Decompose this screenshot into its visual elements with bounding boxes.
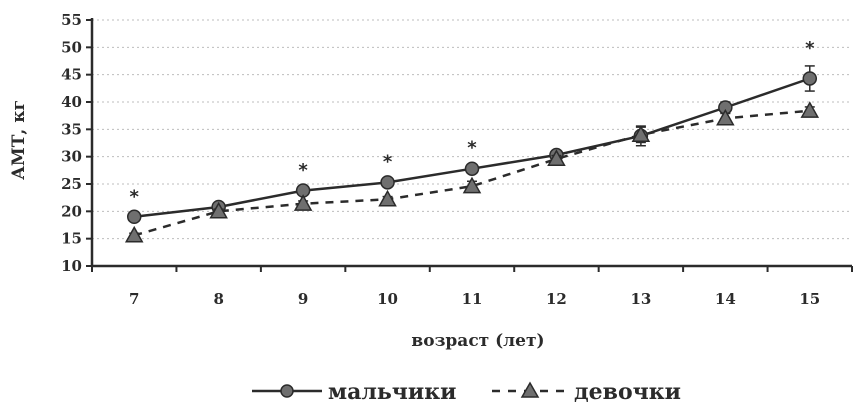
data-point-girls <box>209 201 228 219</box>
data-point-boys <box>802 71 818 86</box>
y-tick-label: 45 <box>61 66 82 84</box>
y-tick-label: 25 <box>61 175 82 193</box>
x-tick-label: 10 <box>377 290 398 308</box>
data-point-girls <box>631 125 651 142</box>
significance-marker: * <box>805 38 815 59</box>
legend-marker-boys <box>280 384 294 398</box>
labels-layer: 10 15 20 25 30 35 40 45 50 55 7 8 9 10 11 12 13 14 15 * * * * * <box>61 11 820 308</box>
axes <box>86 18 853 272</box>
grid <box>92 19 852 240</box>
data-point-boys <box>380 175 395 190</box>
data-point-girls <box>800 101 820 118</box>
significance-marker: * <box>298 160 308 181</box>
x-tick-label: 7 <box>129 290 139 308</box>
y-tick-label: 20 <box>61 202 82 220</box>
significance-marker: * <box>467 137 477 158</box>
data-point-boys <box>126 209 142 225</box>
series-layer <box>124 65 820 243</box>
y-tick-label: 50 <box>61 38 82 56</box>
x-tick-label: 12 <box>546 290 567 308</box>
significance-marker: * <box>130 187 140 208</box>
y-axis-title: АМТ, кг <box>9 100 29 180</box>
x-axis-title: возраст (лет) <box>411 331 544 351</box>
y-tick-label: 30 <box>61 148 82 166</box>
series-line-girls <box>133 109 810 237</box>
x-tick-label: 8 <box>213 290 223 308</box>
legend-label-boys: мальчики <box>328 379 456 405</box>
data-point-girls <box>293 194 313 211</box>
y-tick-label: 10 <box>61 257 82 275</box>
data-point-girls <box>462 176 482 194</box>
legend-label-girls: девочки <box>574 379 681 405</box>
data-point-boys <box>464 161 480 176</box>
significance-marker: * <box>383 152 393 173</box>
y-tick-label: 15 <box>61 230 82 248</box>
y-tick-label: 40 <box>61 93 82 111</box>
data-point-girls <box>547 149 566 167</box>
x-tick-label: 11 <box>462 290 483 308</box>
y-tick-label: 35 <box>61 120 82 138</box>
x-tick-label: 14 <box>715 290 736 308</box>
data-point-girls <box>378 189 397 207</box>
legend: мальчики девочки <box>252 379 681 405</box>
data-point-girls <box>124 225 144 243</box>
data-point-girls <box>716 108 735 126</box>
x-tick-label: 13 <box>630 290 651 308</box>
x-tick-label: 15 <box>799 290 820 308</box>
y-tick-label: 55 <box>61 11 82 29</box>
x-tick-label: 9 <box>298 290 308 308</box>
legend-marker-girls <box>520 381 540 398</box>
